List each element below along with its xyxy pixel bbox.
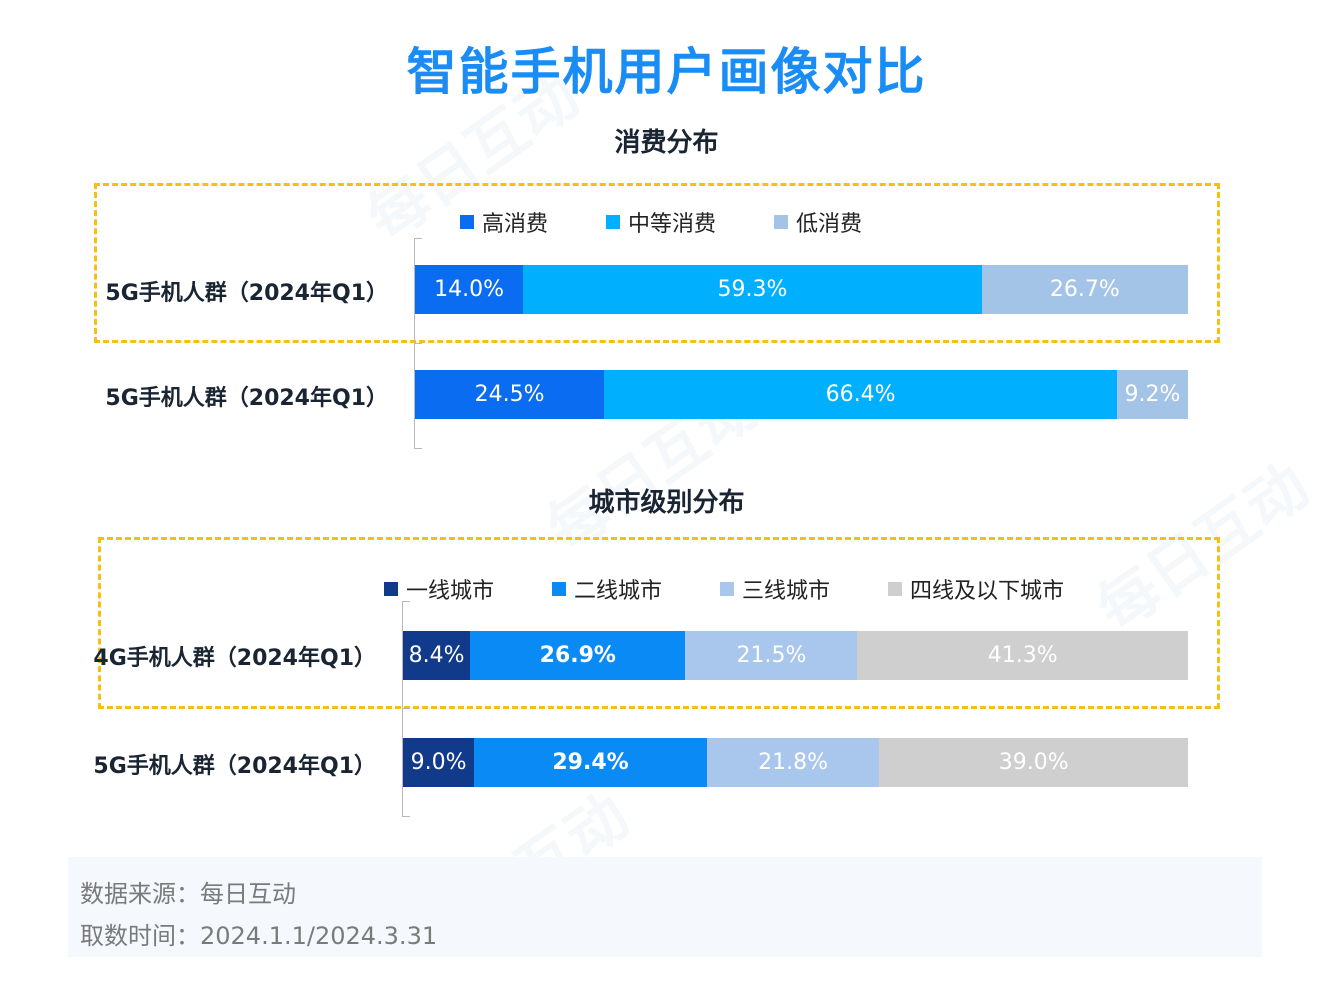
stacked-bar: 24.5% 66.4% 9.2% (415, 370, 1188, 419)
bar-segment: 66.4% (604, 370, 1117, 419)
stacked-bar: 8.4% 26.9% 21.5% 41.3% (403, 631, 1188, 680)
bar-segment: 14.0% (415, 265, 524, 314)
legend-label: 中等消费 (628, 212, 717, 237)
row-label: 5G手机人群（2024年Q1） (105, 386, 388, 411)
legend-label: 三线城市 (742, 579, 831, 604)
legend-item: 低消费 (774, 206, 862, 238)
bar-segment: 26.7% (981, 265, 1188, 314)
bar-segment: 21.5% (685, 631, 858, 680)
stacked-bar: 9.0% 29.4% 21.8% 39.0% (403, 738, 1188, 787)
chart-legend-consumption: 高消费 中等消费 低消费 (460, 206, 862, 238)
data-period: 取数时间：2024.1.1/2024.3.31 (80, 922, 438, 950)
bar-segment: 24.5% (415, 370, 605, 419)
row-label: 4G手机人群（2024年Q1） (93, 646, 376, 671)
legend-swatch (460, 215, 474, 229)
bar-segment: 39.0% (879, 738, 1188, 787)
legend-item: 四线及以下城市 (888, 573, 1064, 605)
legend-item: 中等消费 (606, 206, 716, 238)
bar-segment: 29.4% (474, 738, 707, 787)
bar-segment: 9.0% (403, 738, 475, 787)
bar-segment: 59.3% (523, 265, 982, 314)
legend-swatch (774, 215, 789, 229)
axis-tick (402, 708, 410, 709)
axis-tick (402, 601, 410, 602)
highlight-box-city-tier (98, 537, 1220, 709)
legend-swatch (384, 582, 398, 596)
chart-legend-city-tier: 一线城市 二线城市 三线城市 四线及以下城市 (384, 573, 1064, 605)
data-source: 数据来源：每日互动 (80, 880, 296, 908)
legend-swatch (552, 582, 567, 596)
legend-swatch (888, 582, 903, 596)
highlight-box-consumption (94, 183, 1220, 343)
legend-swatch (720, 582, 735, 596)
legend-item: 二线城市 (552, 573, 662, 605)
section-title-city-tier: 城市级别分布 (588, 488, 745, 518)
legend-item: 三线城市 (720, 573, 830, 605)
legend-label: 一线城市 (406, 579, 495, 604)
legend-item: 一线城市 (384, 573, 494, 605)
axis-tick (414, 238, 422, 239)
legend-label: 高消费 (482, 212, 549, 237)
axis-tick (414, 448, 422, 449)
legend-label: 二线城市 (574, 579, 663, 604)
legend-swatch (606, 215, 621, 229)
bar-segment: 9.2% (1116, 370, 1188, 419)
page-title: 智能手机用户画像对比 (406, 43, 927, 101)
legend-item: 高消费 (460, 206, 548, 238)
bar-segment: 8.4% (403, 631, 471, 680)
legend-label: 四线及以下城市 (910, 579, 1065, 604)
section-title-consumption: 消费分布 (614, 128, 719, 158)
legend-label: 低消费 (796, 212, 863, 237)
bar-segment: 21.8% (706, 738, 880, 787)
bar-segment: 41.3% (857, 631, 1188, 680)
axis-tick (414, 343, 422, 344)
row-label: 5G手机人群（2024年Q1） (105, 281, 388, 306)
source-box (68, 857, 1262, 957)
row-label: 5G手机人群（2024年Q1） (93, 754, 376, 779)
stacked-bar: 14.0% 59.3% 26.7% (415, 265, 1188, 314)
bar-segment: 26.9% (470, 631, 686, 680)
axis-tick (402, 816, 410, 817)
